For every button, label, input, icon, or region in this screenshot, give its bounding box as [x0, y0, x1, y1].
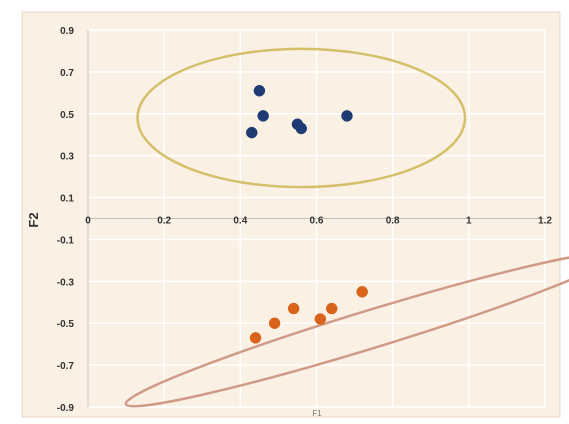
x-tick-label: 0: [85, 216, 91, 227]
y-tick-label: 0.5: [60, 110, 74, 121]
x-tick-label: 0.4: [233, 216, 247, 227]
y-tick-label: -0.9: [57, 403, 75, 414]
data-point: [341, 110, 353, 122]
y-tick-label: 0.1: [60, 194, 74, 205]
data-points: [246, 84, 368, 344]
confidence-ellipse: [124, 251, 569, 408]
data-point: [287, 302, 300, 315]
y-tick-label: 0.9: [60, 26, 74, 37]
data-point: [253, 84, 266, 97]
data-point: [295, 122, 308, 135]
y-tick-label: -0.1: [57, 235, 75, 246]
data-point: [356, 286, 368, 298]
x-axis-title: F1: [312, 409, 322, 418]
data-point: [268, 317, 281, 329]
x-tick-label: 0.2: [157, 216, 171, 227]
data-point: [257, 110, 269, 122]
y-tick-label: -0.3: [57, 277, 75, 288]
data-point: [249, 332, 262, 344]
x-tick-label: 0.8: [386, 216, 400, 227]
y-axis-title: F2: [26, 212, 41, 227]
x-tick-label: 1: [466, 216, 472, 227]
plot-background-layer: [21, 11, 561, 418]
confidence-ellipse: [136, 47, 467, 189]
data-point: [314, 313, 327, 325]
x-tick-label: 0.6: [310, 216, 324, 227]
axes: [87, 30, 545, 407]
confidence-ellipses: [124, 47, 569, 408]
tick-labels: 0 0.2 0.4 0.6 0.8 1 1.2 0.9 0.7 0.5 0.3 0.1 -0.1 -0.3…: [57, 26, 553, 414]
data-point: [325, 302, 338, 315]
data-point: [246, 126, 258, 139]
y-tick-label: 0.7: [60, 68, 74, 79]
y-tick-label: -0.5: [57, 319, 75, 330]
x-tick-label: 1.2: [538, 216, 552, 227]
y-tick-label: -0.7: [57, 361, 75, 372]
y-tick-label: 0.3: [60, 152, 74, 163]
